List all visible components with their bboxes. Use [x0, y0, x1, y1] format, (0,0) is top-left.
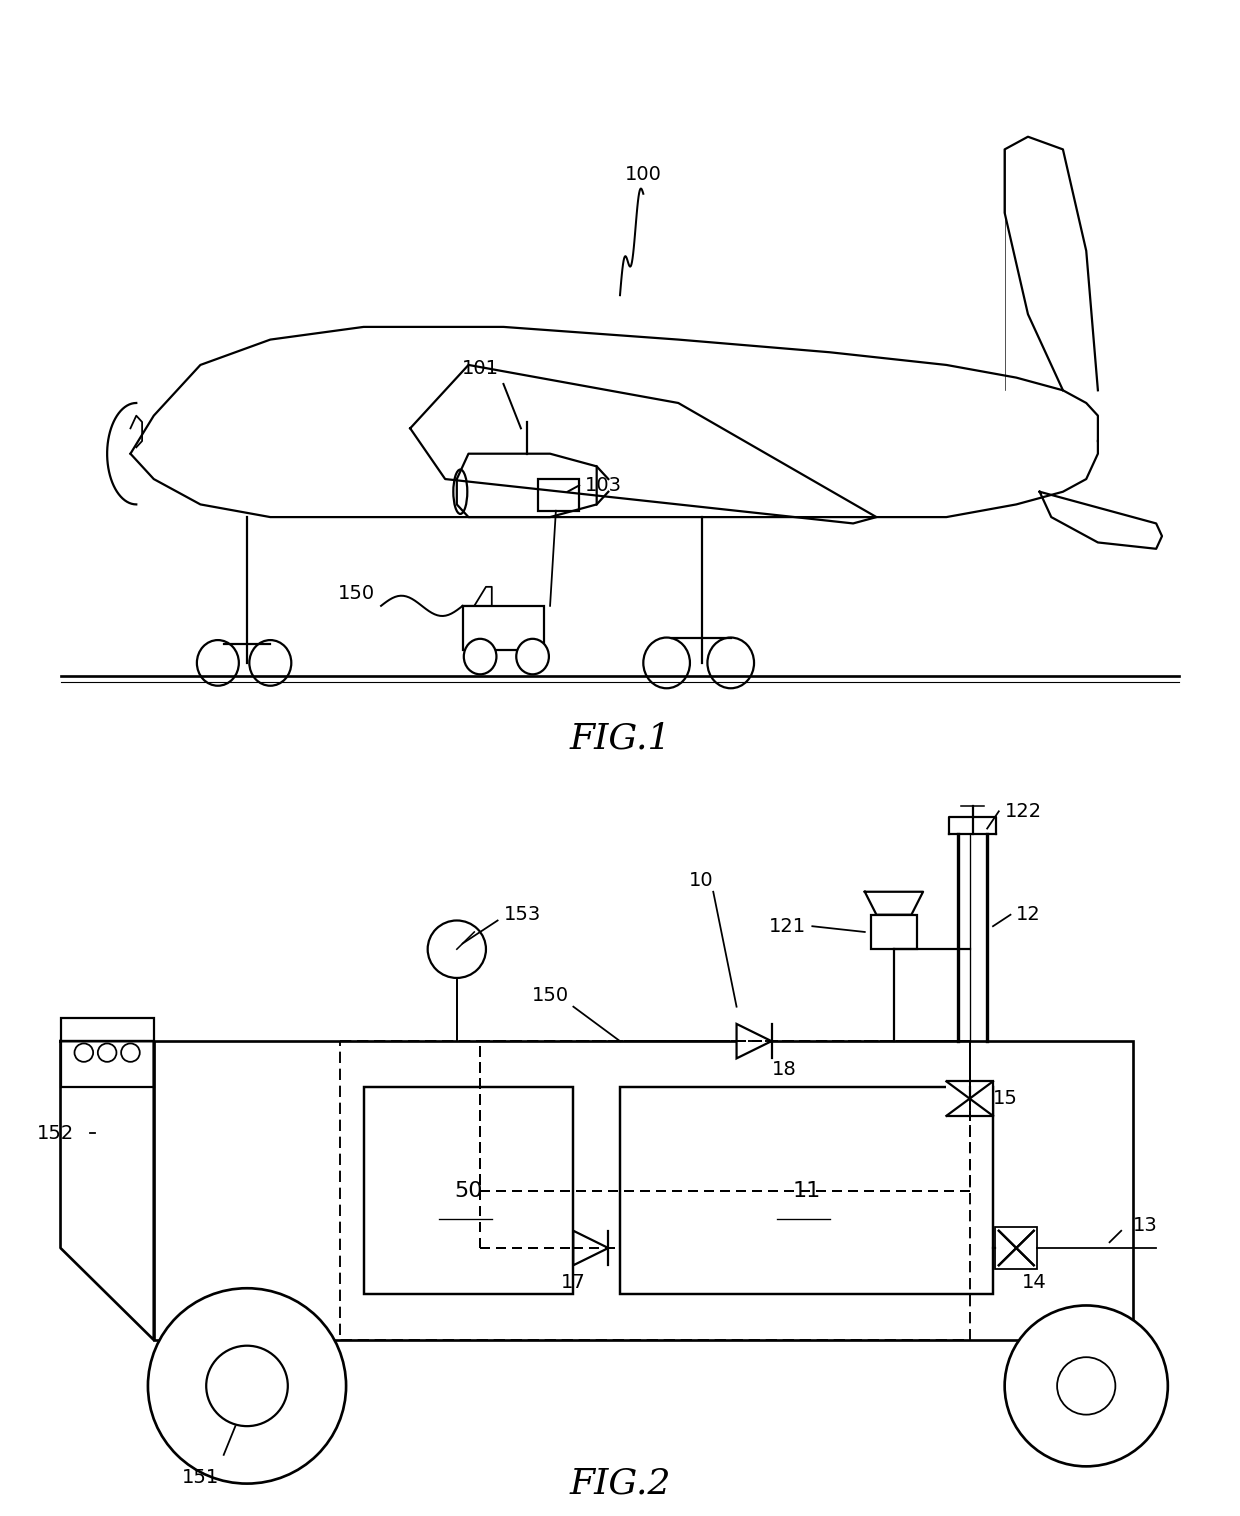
- Circle shape: [464, 638, 496, 675]
- Text: 18: 18: [771, 1060, 796, 1079]
- Text: FIG.2: FIG.2: [569, 1466, 671, 1501]
- Bar: [154, 1041, 1133, 1340]
- FancyBboxPatch shape: [463, 606, 544, 650]
- Text: 101: 101: [461, 359, 498, 377]
- Circle shape: [1004, 1305, 1168, 1466]
- Circle shape: [98, 1043, 117, 1061]
- Text: 14: 14: [1022, 1273, 1047, 1292]
- Text: 15: 15: [993, 1088, 1018, 1108]
- Circle shape: [197, 640, 239, 685]
- Text: 50: 50: [454, 1181, 482, 1201]
- Circle shape: [148, 1289, 346, 1484]
- Circle shape: [1056, 1357, 1116, 1414]
- Text: 150: 150: [339, 584, 376, 603]
- Text: 12: 12: [1017, 905, 1042, 925]
- Bar: [363, 1087, 573, 1295]
- Bar: [870, 914, 918, 949]
- Circle shape: [707, 638, 754, 688]
- Bar: [620, 1087, 993, 1295]
- Circle shape: [249, 640, 291, 685]
- Text: 13: 13: [1133, 1216, 1158, 1234]
- Bar: [61, 1019, 154, 1087]
- Bar: [996, 1228, 1038, 1269]
- Text: 10: 10: [689, 870, 714, 890]
- Bar: [538, 479, 579, 511]
- Circle shape: [74, 1043, 93, 1061]
- Text: 103: 103: [585, 476, 622, 494]
- Text: 121: 121: [769, 917, 806, 935]
- Text: 152: 152: [37, 1123, 74, 1143]
- Text: 100: 100: [625, 165, 662, 185]
- Circle shape: [644, 638, 689, 688]
- Text: 122: 122: [1004, 802, 1042, 820]
- Polygon shape: [573, 1231, 609, 1266]
- Text: 150: 150: [532, 985, 569, 1005]
- Circle shape: [122, 1043, 140, 1061]
- Circle shape: [206, 1346, 288, 1427]
- Polygon shape: [737, 1023, 771, 1058]
- Circle shape: [516, 638, 549, 675]
- Text: 17: 17: [560, 1273, 585, 1292]
- Text: FIG.1: FIG.1: [569, 722, 671, 756]
- Polygon shape: [946, 1081, 993, 1116]
- Circle shape: [428, 920, 486, 978]
- Text: 153: 153: [503, 905, 541, 925]
- Text: 11: 11: [792, 1181, 821, 1201]
- Text: 151: 151: [182, 1469, 219, 1487]
